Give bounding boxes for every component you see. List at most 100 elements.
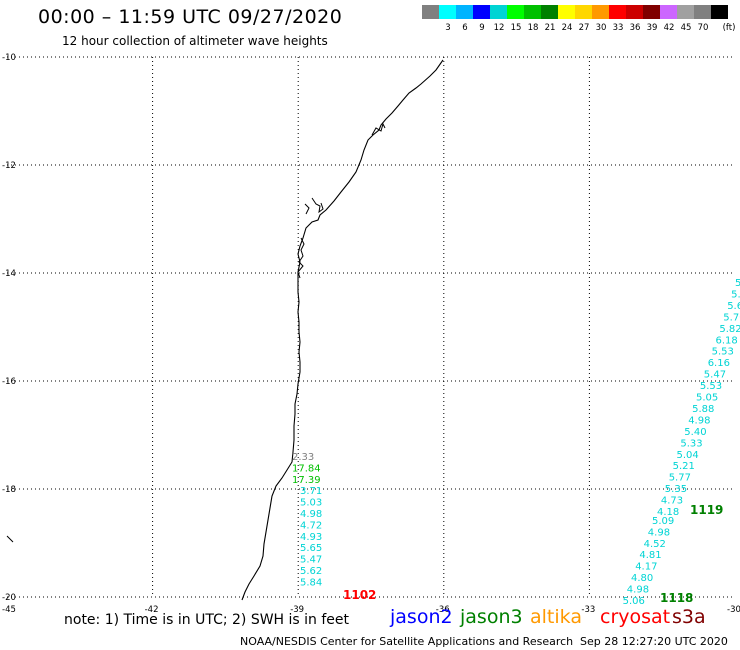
track-east-upper-values: 5.5.5.65.705.826.185.536.165.475.535.055…: [657, 278, 740, 518]
legend-swatch: [473, 5, 490, 19]
lat-tick-label: -20: [2, 593, 16, 603]
wave-height-label: 4.93: [300, 532, 322, 543]
wave-height-label: 5.70: [723, 312, 740, 323]
wave-height-label: 5.35: [665, 484, 687, 495]
legend-label: 33: [612, 23, 624, 33]
wave-height-label: 2.33: [292, 452, 314, 463]
legend-swatch: [609, 5, 626, 19]
legend-swatch: [711, 5, 728, 19]
wave-height-label: 5.47: [300, 555, 322, 566]
wave-height-label: 5.05: [696, 393, 718, 404]
wave-height-label: 5.77: [669, 473, 691, 484]
wave-height-label: 4.80: [631, 573, 653, 584]
lon-tick-label: -42: [145, 605, 159, 615]
credit-line: NOAA/NESDIS Center for Satellite Applica…: [240, 635, 574, 648]
legend-swatch: [456, 5, 473, 19]
legend-label: 18: [527, 23, 539, 33]
wave-height-label: 5.: [735, 278, 740, 289]
wave-height-label: 5.62: [300, 566, 322, 577]
wave-height-label: 4.18: [657, 507, 679, 518]
track-east-lower-values: 5.094.984.524.814.174.804.985.06 1118: [623, 516, 694, 607]
footer-note: note: 1) Time is in UTC; 2) SWH is in fe…: [64, 612, 350, 628]
pass-time-label: 1119: [690, 503, 723, 517]
lat-tick-label: -18: [2, 485, 16, 495]
legend-label: 70: [697, 23, 709, 33]
legend-label: 45: [680, 23, 692, 33]
lon-tick-label: -30: [727, 605, 740, 615]
satellite-name-s3a: s3a: [672, 606, 706, 628]
wave-height-label: 5.53: [700, 381, 722, 392]
wave-height-label: 4.98: [688, 415, 710, 426]
legend-label: 27: [578, 23, 590, 33]
wave-height-label: 4.72: [300, 520, 322, 531]
legend-label: 39: [646, 23, 658, 33]
wave-height-label: 5.6: [727, 301, 740, 312]
legend-swatch: [541, 5, 558, 19]
wave-height-label: 4.81: [639, 550, 661, 561]
lon-tick-label: -36: [436, 605, 450, 615]
wave-height-label: 5.33: [680, 438, 702, 449]
lon-tick-label: -33: [581, 605, 595, 615]
legend-swatch: [490, 5, 507, 19]
wave-height-label: 5.40: [684, 427, 706, 438]
wave-height-label: 5.47: [704, 370, 726, 381]
wave-height-label: 17.84: [292, 463, 321, 474]
wave-height-label: 5.84: [300, 577, 322, 588]
wave-height-label: 3.71: [300, 486, 322, 497]
legend-label: 3: [445, 23, 451, 33]
wave-height-label: 5.88: [692, 404, 714, 415]
track-west-values: 2.3317.8417.393.715.034.984.724.935.655.…: [292, 452, 376, 602]
wave-height-label: 4.98: [648, 527, 670, 538]
legend-swatch: [524, 5, 541, 19]
legend-label: 42: [663, 23, 675, 33]
legend-label: 6: [462, 23, 468, 33]
wave-height-label: 5.03: [300, 498, 322, 509]
legend-label: 15: [510, 23, 522, 33]
legend-swatch: [660, 5, 677, 19]
wave-height-label: 5.04: [677, 450, 699, 461]
legend-swatch: [694, 5, 711, 19]
wave-height-label: 5.21: [673, 461, 695, 472]
legend-swatch: [507, 5, 524, 19]
wave-height-label: 4.98: [627, 584, 649, 595]
wave-height-label: 17.39: [292, 475, 321, 486]
wave-height-label: 5.09: [652, 516, 674, 527]
page-title: 00:00 – 11:59 UTC 09/27/2020: [38, 6, 343, 28]
wave-height-label: 5.65: [300, 543, 322, 554]
wave-height-label: 5.53: [712, 347, 734, 358]
legend-label: 21: [544, 23, 556, 33]
satellite-name-altika: altika: [530, 606, 582, 628]
legend-swatch: [558, 5, 575, 19]
wave-height-label: 5.82: [719, 324, 740, 335]
wave-height-label: 4.17: [635, 562, 657, 573]
legend-swatch: [643, 5, 660, 19]
wave-height-label: 4.52: [644, 539, 666, 550]
legend-swatch: [626, 5, 643, 19]
legend-label: 12: [493, 23, 505, 33]
coastline: [241, 59, 444, 601]
axis-labels: -45 -42 -39 -36 -33 -30 -10 -12 -14 -16 -18 -20: [2, 53, 740, 615]
wave-height-label: 4.98: [300, 509, 322, 520]
page-subtitle: 12 hour collection of altimeter wave hei…: [62, 34, 328, 48]
legend-swatch: [592, 5, 609, 19]
legend-unit: (ft): [722, 23, 736, 33]
lat-tick-label: -14: [2, 269, 16, 279]
wave-height-label: 4.73: [661, 496, 683, 507]
legend-label: 36: [629, 23, 641, 33]
coastline-islands: [6, 122, 386, 543]
legend-swatch: [439, 5, 456, 19]
wave-height-label: 6.16: [708, 358, 730, 369]
wave-height-label: 5.06: [623, 596, 645, 607]
pass-time-label: 1118: [660, 591, 693, 605]
legend-label: 9: [479, 23, 485, 33]
wave-height-label: 5.: [731, 289, 740, 300]
lat-tick-label: -10: [2, 53, 16, 63]
lat-lon-grid: [7, 56, 735, 598]
lon-tick-label: -39: [290, 605, 304, 615]
satellite-name-jason3: jason3: [460, 606, 523, 628]
lat-tick-label: -16: [2, 377, 16, 387]
generated-timestamp: Sep 28 12:27:20 UTC 2020: [580, 635, 728, 648]
satellite-name-cryosat: cryosat: [600, 606, 671, 628]
satellite-name-jason2: jason2: [390, 606, 453, 628]
